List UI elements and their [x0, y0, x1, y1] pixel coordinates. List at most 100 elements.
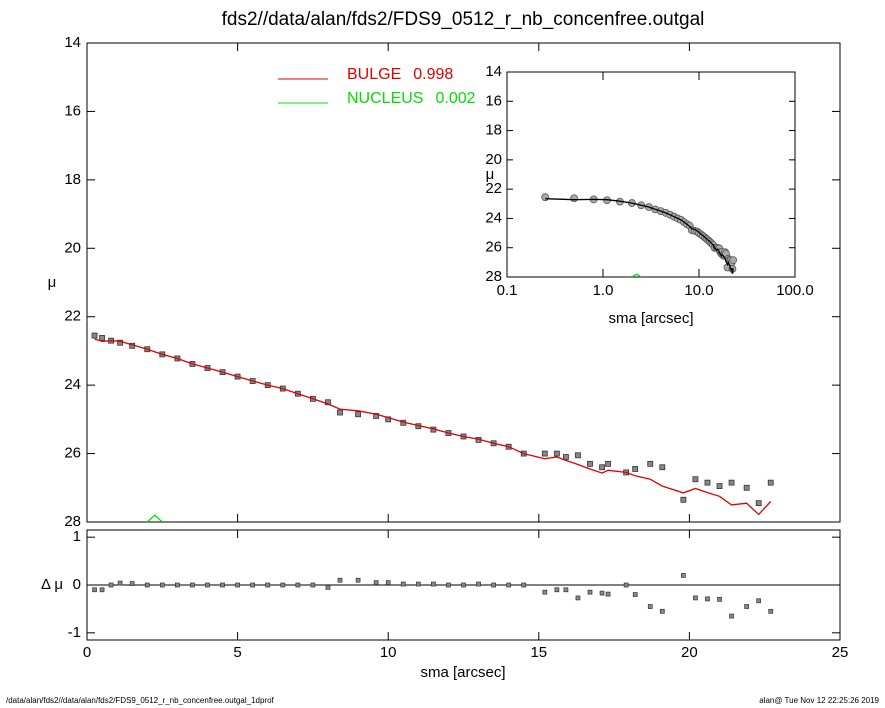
- residual-point: [220, 582, 225, 588]
- data-point: [385, 416, 392, 423]
- residual-point: [373, 580, 379, 585]
- inset-nucleus-line: [631, 273, 642, 277]
- residual-point: [756, 598, 762, 604]
- inset-y-tick-label: 16: [485, 92, 502, 109]
- residual-point: [129, 581, 135, 586]
- data-point: [692, 476, 699, 483]
- x-tick-label: 20: [681, 644, 698, 661]
- inset-x-tick-label: 1.0: [593, 282, 614, 299]
- residual-point: [144, 582, 150, 588]
- residual-point: [461, 582, 466, 588]
- residual-point: [446, 582, 451, 588]
- footer-right: alan@ Tue Nov 12 22:25:26 2019: [759, 696, 879, 705]
- data-point: [337, 409, 343, 416]
- y-tick-label: 16: [64, 102, 81, 119]
- x-tick-label: 15: [530, 644, 547, 661]
- data-point: [716, 483, 723, 489]
- residual-point: [587, 589, 593, 595]
- data-point: [373, 413, 380, 419]
- residual-point: [542, 589, 548, 595]
- data-point: [605, 460, 611, 467]
- residual-point: [554, 587, 560, 593]
- residual-point: [280, 582, 286, 588]
- data-point: [99, 335, 105, 341]
- inset-model-line: [545, 198, 734, 274]
- data-point: [767, 479, 774, 486]
- data-point: [743, 484, 750, 491]
- inset-x-tick-label: 0.1: [497, 282, 518, 299]
- inset-y-tick-label: 24: [485, 209, 502, 226]
- y-tick-label: 24: [64, 376, 81, 393]
- inset-point: [541, 193, 550, 202]
- y-tick-label: 26: [64, 445, 81, 462]
- residual-point: [681, 573, 686, 578]
- y-tick-label: 18: [64, 171, 81, 188]
- residual-point: [563, 587, 569, 593]
- data-point: [632, 466, 639, 472]
- residual-point: [729, 613, 734, 619]
- residual-point: [476, 581, 481, 587]
- residual-tick-label: 1: [73, 528, 81, 545]
- residual-point: [385, 580, 391, 585]
- residual-point: [717, 596, 722, 602]
- main-frame: [86, 42, 841, 523]
- residual-point: [575, 595, 581, 601]
- inset-y-tick-label: 20: [485, 151, 502, 168]
- x-axis-label: sma [arcsec]: [420, 664, 505, 681]
- residual-point: [744, 604, 749, 609]
- data-point: [325, 399, 331, 406]
- data-point: [704, 479, 711, 486]
- inset-y-tick-label: 18: [485, 122, 502, 139]
- inset-x-tick-label: 100.0: [776, 282, 814, 299]
- y-tick-label: 20: [64, 239, 81, 256]
- inset-y-tick-label: 14: [485, 63, 502, 80]
- y-tick-label: 28: [64, 513, 81, 530]
- residual-point: [632, 592, 638, 597]
- nucleus-line: [146, 514, 163, 522]
- residual-point: [325, 585, 331, 590]
- inset-y-tick-label: 28: [485, 268, 502, 285]
- data-point: [728, 479, 735, 486]
- residual-point: [190, 582, 195, 588]
- residual-point: [400, 581, 406, 587]
- inset-point: [729, 256, 738, 265]
- data-point: [563, 454, 569, 460]
- inset-point: [570, 194, 579, 203]
- legend-label: NUCLEUS: [347, 90, 423, 107]
- legend-label: BULGE: [347, 66, 401, 83]
- bulge-line: [94, 338, 772, 516]
- data-point: [659, 464, 666, 471]
- legend-fraction: 0.002: [435, 90, 475, 107]
- residual-point: [175, 582, 180, 588]
- residual-point: [250, 582, 256, 588]
- residual-point: [415, 581, 421, 587]
- residual-tick-label: -1: [68, 624, 81, 641]
- residual-point: [117, 580, 123, 586]
- data-point: [91, 332, 98, 339]
- data-point: [541, 450, 548, 457]
- footer-left: /data/alan/fds2//data/alan/fds2/FDS9_051…: [6, 696, 275, 705]
- data-point: [599, 464, 605, 471]
- data-point: [355, 411, 361, 418]
- data-point: [553, 450, 560, 457]
- x-tick-label: 10: [380, 644, 397, 661]
- residual-tick-label: 0: [73, 576, 81, 593]
- y-tick-label: 22: [64, 308, 81, 325]
- residual-point: [705, 596, 710, 602]
- residual-point: [506, 582, 512, 588]
- residual-point: [310, 582, 316, 588]
- inset-background: [506, 71, 796, 278]
- x-tick-label: 25: [832, 644, 849, 661]
- data-point: [647, 460, 654, 467]
- data-point: [755, 500, 762, 507]
- residual-point: [647, 604, 653, 609]
- residual-point: [623, 582, 629, 588]
- y-axis-label: μ: [48, 274, 57, 291]
- x-tick-label: 5: [233, 644, 241, 661]
- inset-x-label: sma [arcsec]: [608, 310, 693, 327]
- chart-title: fds2//data/alan/fds2/FDS9_0512_r_nb_conc…: [222, 9, 705, 30]
- inset-y-label: μ: [486, 166, 495, 183]
- x-tick-label: 0: [83, 644, 91, 661]
- residual-point: [605, 591, 611, 597]
- legend-fraction: 0.998: [413, 66, 453, 83]
